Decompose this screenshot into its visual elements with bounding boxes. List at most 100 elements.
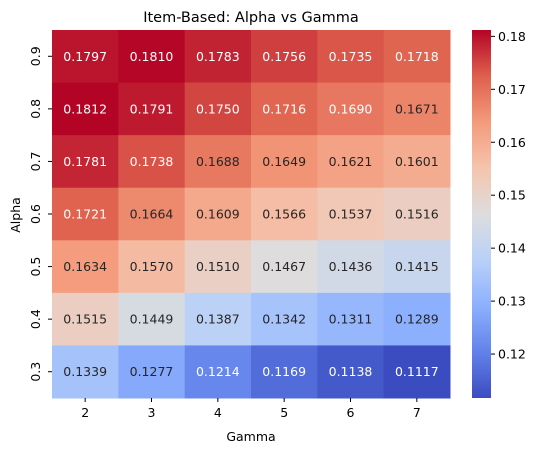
heatmap-cell bbox=[52, 292, 119, 346]
cell-value-label: 0.1601 bbox=[395, 154, 439, 169]
heatmap-cell bbox=[383, 30, 451, 84]
heatmap-cell bbox=[317, 135, 385, 189]
heatmap-cell bbox=[184, 30, 252, 84]
y-axis-label: Alpha bbox=[8, 197, 23, 233]
cell-value-label: 0.1566 bbox=[262, 207, 306, 222]
heatmap-cell bbox=[251, 292, 318, 346]
heatmap-cell bbox=[52, 82, 119, 136]
colorbar-ticks: 0.12 0.13 0.14 0.15 0.16 0.17 0.18 bbox=[491, 29, 526, 362]
y-tick-label: 0.4 bbox=[28, 309, 43, 329]
cell-value-label: 0.1781 bbox=[63, 154, 107, 169]
cell-value-label: 0.1671 bbox=[395, 101, 439, 116]
cell-value-labels: 0.1797 0.1810 0.1783 0.1756 0.1735 0.1718 0.18… bbox=[63, 49, 438, 379]
cell-value-label: 0.1797 bbox=[63, 49, 107, 64]
y-tick-label: 0.9 bbox=[28, 46, 43, 66]
cell-value-label: 0.1311 bbox=[329, 312, 373, 327]
heatmap-cell bbox=[383, 135, 451, 189]
cell-value-label: 0.1812 bbox=[63, 101, 107, 116]
heatmap-cell bbox=[118, 240, 186, 294]
heatmap-cell bbox=[317, 345, 385, 399]
heatmap-cell bbox=[52, 30, 119, 84]
heatmap-cell bbox=[251, 345, 318, 399]
cell-value-label: 0.1570 bbox=[130, 259, 174, 274]
cell-value-label: 0.1436 bbox=[329, 259, 373, 274]
cell-value-label: 0.1721 bbox=[63, 207, 107, 222]
y-tick-label: 0.6 bbox=[28, 204, 43, 224]
x-tick-label: 4 bbox=[214, 405, 222, 420]
heatmap-cell bbox=[251, 82, 318, 136]
cell-value-label: 0.1387 bbox=[196, 312, 240, 327]
y-axis-ticks: 0.9 0.8 0.7 0.6 0.5 0.4 0.3 bbox=[28, 46, 52, 382]
cell-value-label: 0.1718 bbox=[395, 49, 439, 64]
heatmap-cell bbox=[52, 240, 119, 294]
colorbar-tick-label: 0.12 bbox=[498, 347, 526, 362]
y-tick-label: 0.3 bbox=[28, 362, 43, 382]
cell-value-label: 0.1634 bbox=[63, 259, 107, 274]
colorbar-tick-label: 0.13 bbox=[498, 294, 526, 309]
colorbar bbox=[472, 30, 491, 398]
heatmap-cell bbox=[251, 240, 318, 294]
heatmap-cell bbox=[383, 345, 451, 399]
cell-value-label: 0.1515 bbox=[63, 312, 107, 327]
colorbar-tick-label: 0.14 bbox=[498, 241, 526, 256]
heatmap-cell bbox=[118, 30, 186, 84]
cell-value-label: 0.1609 bbox=[196, 207, 240, 222]
cell-value-label: 0.1342 bbox=[262, 312, 306, 327]
heatmap-cell bbox=[251, 135, 318, 189]
cell-value-label: 0.1138 bbox=[329, 364, 373, 379]
heatmap-cell bbox=[383, 292, 451, 346]
heatmap-cell bbox=[383, 187, 451, 241]
heatmap-cell bbox=[184, 292, 252, 346]
colorbar-tick-label: 0.18 bbox=[498, 29, 526, 44]
cell-value-label: 0.1791 bbox=[130, 101, 174, 116]
heatmap-cell bbox=[317, 292, 385, 346]
y-tick-label: 0.7 bbox=[28, 151, 43, 171]
heatmap-cell bbox=[383, 82, 451, 136]
cell-value-label: 0.1169 bbox=[262, 364, 306, 379]
cell-value-label: 0.1750 bbox=[196, 101, 240, 116]
cell-value-label: 0.1214 bbox=[196, 364, 240, 379]
heatmap-cell bbox=[52, 135, 119, 189]
cell-value-label: 0.1277 bbox=[130, 364, 174, 379]
heatmap-cells bbox=[52, 30, 451, 399]
heatmap-cell bbox=[118, 292, 186, 346]
colorbar-tick-label: 0.16 bbox=[498, 135, 526, 150]
heatmap-cell bbox=[317, 30, 385, 84]
heatmap-cell bbox=[52, 345, 119, 399]
cell-value-label: 0.1688 bbox=[196, 154, 240, 169]
heatmap-cell bbox=[118, 135, 186, 189]
x-tick-label: 5 bbox=[280, 405, 288, 420]
x-axis-label: Gamma bbox=[226, 429, 275, 444]
y-tick-label: 0.8 bbox=[28, 99, 43, 119]
heatmap-cell bbox=[251, 187, 318, 241]
cell-value-label: 0.1783 bbox=[196, 49, 240, 64]
heatmap-cell bbox=[52, 187, 119, 241]
chart-title: Item-Based: Alpha vs Gamma bbox=[143, 10, 359, 26]
cell-value-label: 0.1756 bbox=[262, 49, 306, 64]
cell-value-label: 0.1415 bbox=[395, 259, 439, 274]
heatmap-cell bbox=[184, 240, 252, 294]
cell-value-label: 0.1117 bbox=[395, 364, 439, 379]
heatmap-cell bbox=[383, 240, 451, 294]
cell-value-label: 0.1810 bbox=[130, 49, 174, 64]
cell-value-label: 0.1690 bbox=[329, 101, 373, 116]
heatmap-cell bbox=[184, 135, 252, 189]
cell-value-label: 0.1621 bbox=[329, 154, 373, 169]
heatmap-cell bbox=[118, 82, 186, 136]
cell-value-label: 0.1738 bbox=[130, 154, 174, 169]
cell-value-label: 0.1649 bbox=[262, 154, 306, 169]
heatmap-cell bbox=[251, 30, 318, 84]
colorbar-tick-label: 0.15 bbox=[498, 188, 526, 203]
x-tick-label: 3 bbox=[148, 405, 156, 420]
heatmap-cell bbox=[317, 187, 385, 241]
cell-value-label: 0.1339 bbox=[63, 364, 107, 379]
heatmap-cell bbox=[184, 345, 252, 399]
cell-value-label: 0.1467 bbox=[262, 259, 306, 274]
x-axis-ticks: 2 3 4 5 6 7 bbox=[81, 398, 421, 420]
cell-value-label: 0.1735 bbox=[329, 49, 373, 64]
cell-value-label: 0.1449 bbox=[130, 312, 174, 327]
cell-value-label: 0.1664 bbox=[130, 207, 174, 222]
heatmap-cell bbox=[118, 187, 186, 241]
